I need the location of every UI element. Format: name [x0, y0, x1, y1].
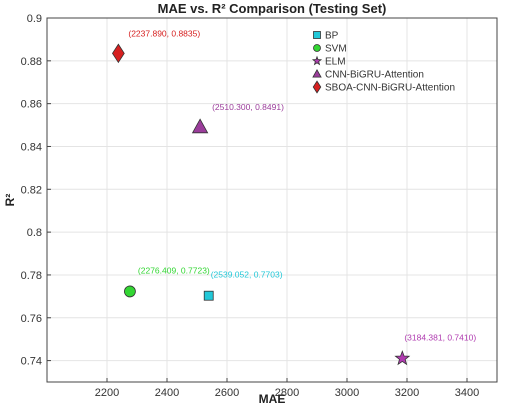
- x-tick-label: 3000: [335, 387, 359, 399]
- y-tick-label: 0.74: [21, 356, 42, 368]
- y-tick-label: 0.76: [21, 313, 42, 325]
- grid: [47, 17, 497, 382]
- x-tick-label: 2800: [275, 387, 299, 399]
- y-tick-label: 0.9: [27, 13, 42, 25]
- data-labels: (2539.052, 0.7703)(2276.409, 0.7723) (318…: [128, 28, 476, 342]
- legend-marker: [313, 31, 321, 39]
- legend-label: BP: [325, 31, 339, 42]
- legend-marker: [313, 44, 321, 52]
- y-tick-label: 0.88: [21, 56, 42, 68]
- y-tick-label: 0.78: [21, 270, 42, 282]
- data-label: (2539.052, 0.7703): [211, 270, 283, 280]
- point-bp: [203, 290, 214, 301]
- data-label: (2276.409, 0.7723): [138, 265, 210, 275]
- x-tick-label: 3400: [455, 387, 479, 399]
- data-label: (3184.381, 0.7410): [404, 332, 476, 342]
- point-elm: [394, 350, 411, 366]
- x-tick-label: 2400: [155, 387, 179, 399]
- axis-ticks: 2200 2400 2600 2800 3000 3200 3400 0.74 0.76 0.78…: [21, 13, 480, 399]
- y-axis-label: R²: [3, 194, 17, 207]
- data-label: (2510.300, 0.8491): [212, 102, 284, 112]
- point-sboa-cnn-bigru-attention: [112, 43, 125, 64]
- legend-marker: [311, 55, 323, 66]
- plot-frame: [46, 17, 498, 383]
- legend-label: ELM: [325, 57, 346, 68]
- chart-title: MAE vs. R² Comparison (Testing Set): [158, 1, 387, 16]
- legend-label: CNN-BiGRU-Attention: [325, 70, 424, 81]
- x-axis-label: MAE: [259, 392, 286, 406]
- x-tick-label: 3200: [395, 387, 419, 399]
- legend-marker: [312, 68, 322, 78]
- x-tick-label: 2200: [95, 387, 119, 399]
- y-tick-label: 0.86: [21, 99, 42, 111]
- x-tick-label: 2600: [215, 387, 239, 399]
- data-points: [112, 43, 411, 366]
- legend: BP SVM ELM CNN-BiGRU-Attention SBOA-CNN-BiGR…: [311, 31, 455, 94]
- data-label: (2237.890, 0.8835): [128, 28, 200, 38]
- y-tick-label: 0.82: [21, 184, 42, 196]
- y-tick-label: 0.84: [21, 141, 42, 153]
- y-tick-label: 0.8: [27, 227, 42, 239]
- point-cnn-bigru-attention: [191, 118, 209, 134]
- point-svm: [124, 285, 136, 298]
- legend-label: SVM: [325, 44, 347, 55]
- legend-label: SBOA-CNN-BiGRU-Attention: [325, 83, 455, 94]
- legend-marker: [312, 80, 322, 94]
